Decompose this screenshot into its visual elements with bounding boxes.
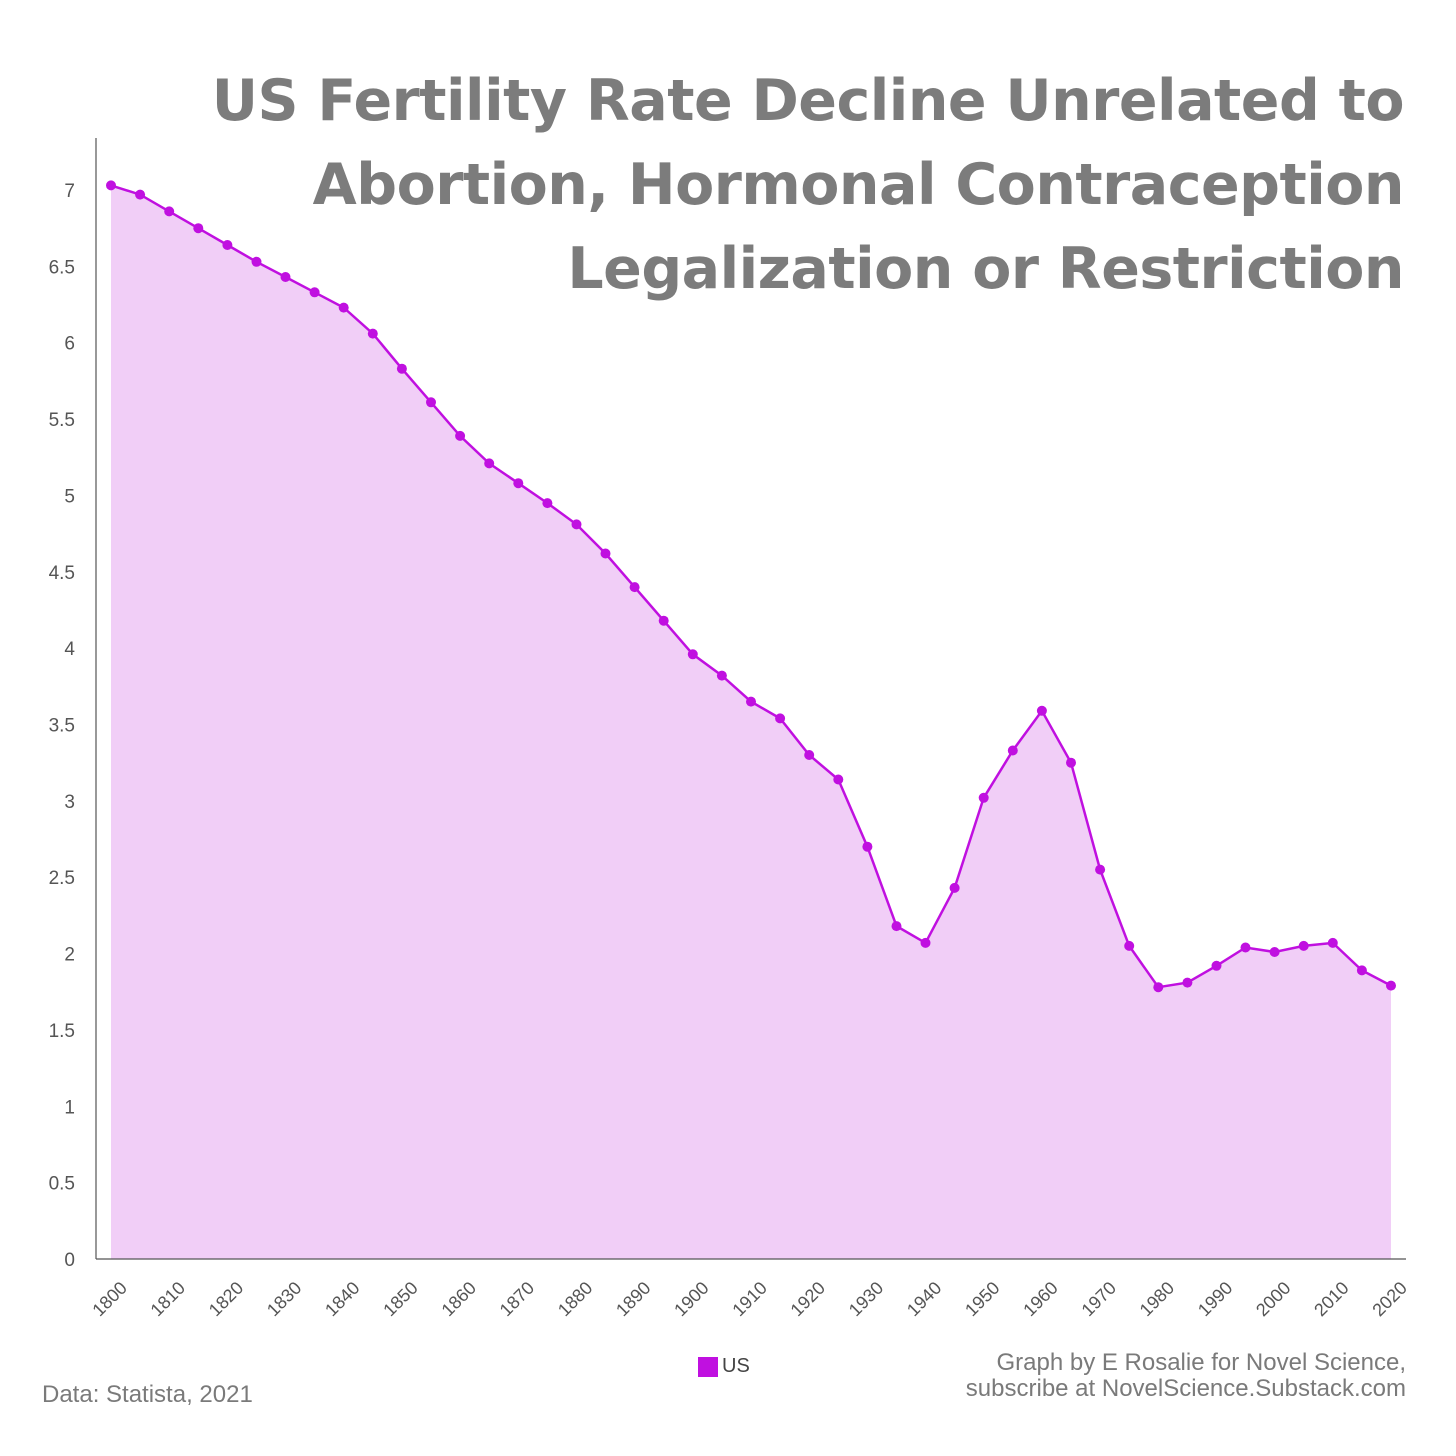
data-point-1865 [484, 458, 495, 469]
y-tick-label: 7 [64, 181, 75, 202]
x-tick-label: 1880 [554, 1278, 596, 1320]
data-point-1860 [455, 430, 466, 441]
y-tick-label: 5.5 [49, 410, 75, 431]
data-point-1880 [571, 519, 582, 530]
data-point-1825 [251, 256, 262, 267]
data-point-1830 [280, 272, 291, 282]
x-tick-label: 1930 [845, 1278, 887, 1320]
data-point-1980 [1153, 982, 1164, 993]
credit-line-2: subscribe at NovelScience.Substack.com [965, 1375, 1406, 1403]
area-fill [111, 185, 1391, 1259]
data-point-1905 [716, 670, 727, 681]
x-tick-label: 2020 [1368, 1278, 1410, 1320]
x-tick-label: 1870 [496, 1278, 538, 1320]
y-tick-label: 2 [64, 945, 75, 966]
data-point-1900 [687, 649, 698, 660]
data-point-1985 [1182, 977, 1193, 988]
y-tick-label: 1.5 [49, 1021, 75, 1042]
data-point-1815 [193, 223, 204, 234]
y-tick-label: 3 [64, 792, 75, 813]
data-point-1835 [309, 287, 320, 298]
data-point-1920 [804, 750, 815, 760]
data-point-1995 [1240, 942, 1251, 953]
y-tick-label: 2.5 [49, 868, 75, 889]
data-points [106, 180, 1396, 993]
data-point-1855 [426, 397, 436, 408]
y-tick-label: 4.5 [49, 563, 75, 584]
chart-title-line-1: US Fertility Rate Decline Unrelated to [211, 68, 1405, 134]
x-tick-labels: 1800 1810 1820 1830 1840 1850 1860 1870 1880 1890… [88, 1278, 1410, 1320]
legend: US [698, 1355, 750, 1378]
data-point-1810 [164, 206, 175, 217]
x-tick-label: 1910 [728, 1278, 770, 1320]
y-tick-label: 4 [64, 639, 75, 660]
data-point-1850 [396, 363, 407, 374]
data-point-1875 [542, 498, 553, 509]
data-point-1890 [629, 582, 640, 593]
data-point-1820 [222, 240, 233, 250]
data-point-1960 [1036, 705, 1047, 716]
data-point-1940 [920, 937, 931, 948]
x-tick-label: 1820 [205, 1278, 247, 1320]
data-point-2015 [1356, 965, 1367, 976]
data-point-1845 [367, 328, 378, 339]
credit-text: Graph by E Rosalie for Novel Science, su… [965, 1349, 1406, 1403]
data-point-1970 [1095, 864, 1106, 875]
data-point-1990 [1211, 960, 1222, 971]
legend-swatch-us [698, 1356, 718, 1377]
x-tick-label: 1860 [438, 1278, 480, 1320]
y-tick-label: 3.5 [49, 716, 75, 737]
x-tick-label: 2010 [1310, 1278, 1352, 1320]
x-tick-label: 1900 [670, 1278, 712, 1320]
data-point-1945 [949, 882, 960, 893]
x-tick-label: 1940 [903, 1278, 945, 1320]
x-tick-label: 1850 [379, 1278, 421, 1320]
data-point-1870 [513, 478, 524, 489]
data-point-1805 [135, 189, 146, 200]
data-point-1950 [978, 792, 989, 803]
data-point-1975 [1124, 940, 1135, 951]
legend-label-us: US [722, 1355, 750, 1377]
x-tick-label: 1950 [961, 1278, 1003, 1320]
data-point-1885 [600, 548, 611, 559]
y-tick-labels: 0 0.5 1 1.5 2 2.5 3 3.5 4 4.5 5 5.5 6 6.5 7 [49, 181, 76, 1271]
chart-title-line-2: Abortion, Hormonal Contraception [312, 152, 1405, 218]
source-text: Data: Statista, 2021 [42, 1381, 253, 1408]
x-tick-label: 1800 [88, 1278, 130, 1320]
data-point-2005 [1298, 940, 1309, 951]
x-tick-label: 1920 [787, 1278, 829, 1320]
x-tick-label: 1830 [263, 1278, 305, 1320]
x-tick-label: 1990 [1194, 1278, 1236, 1320]
data-point-1965 [1066, 757, 1076, 768]
y-tick-label: 6 [64, 334, 75, 355]
data-point-1895 [658, 615, 669, 626]
data-point-1935 [891, 921, 902, 932]
data-point-1955 [1007, 745, 1018, 756]
data-point-1915 [775, 713, 786, 724]
x-tick-label: 1960 [1019, 1278, 1061, 1320]
data-point-2010 [1327, 937, 1338, 948]
y-tick-label: 0 [64, 1250, 75, 1271]
x-tick-label: 1810 [147, 1278, 189, 1320]
x-tick-label: 2000 [1252, 1278, 1294, 1320]
chart-title-line-3: Legalization or Restriction [567, 236, 1404, 302]
data-point-1930 [862, 841, 873, 852]
credit-line-1: Graph by E Rosalie for Novel Science, [996, 1349, 1406, 1376]
data-point-1925 [833, 774, 844, 785]
x-tick-label: 1970 [1078, 1278, 1120, 1320]
x-tick-label: 1840 [321, 1278, 363, 1320]
data-point-1800 [106, 180, 116, 191]
data-point-1840 [338, 302, 349, 313]
data-point-2000 [1269, 947, 1280, 957]
y-tick-label: 5 [64, 486, 75, 507]
data-point-2020 [1386, 980, 1396, 991]
data-point-1910 [746, 696, 756, 707]
y-tick-label: 6.5 [49, 257, 75, 278]
x-tick-label: 1890 [612, 1278, 654, 1320]
x-tick-label: 1980 [1136, 1278, 1178, 1320]
y-tick-label: 1 [64, 1097, 75, 1118]
y-tick-label: 0.5 [49, 1174, 75, 1195]
